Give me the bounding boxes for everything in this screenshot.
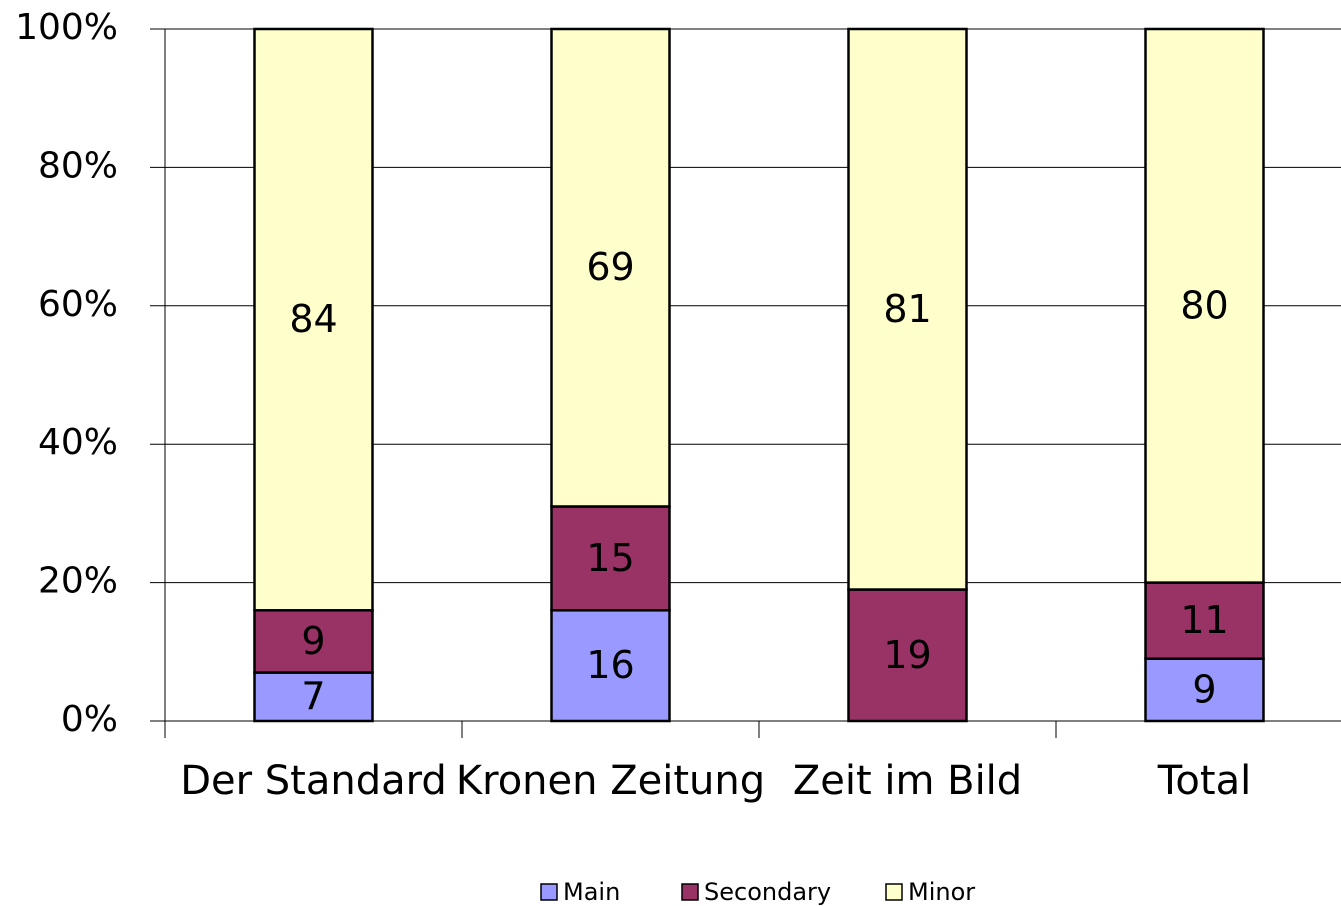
data-label: 7 [301, 674, 325, 718]
y-tick-label: 60% [38, 284, 118, 325]
y-tick-label: 40% [38, 422, 118, 463]
data-label: 19 [883, 633, 931, 677]
bar-segment [253, 671, 374, 723]
data-label: 80 [1180, 283, 1228, 327]
legend-swatch [681, 883, 699, 901]
x-tick-label: Der Standard [180, 758, 447, 804]
legend-label: Minor [908, 878, 975, 906]
bar-segment [550, 505, 671, 612]
bar-segment [1144, 581, 1265, 660]
data-label: 16 [586, 643, 634, 687]
data-label: 11 [1180, 598, 1228, 642]
bar-segment [550, 609, 671, 723]
legend-swatch [885, 883, 903, 901]
data-label: 15 [586, 536, 634, 580]
data-label: 69 [586, 245, 634, 289]
bar-segment [550, 27, 671, 508]
y-tick-label: 100% [15, 7, 118, 48]
bar-segment [253, 27, 374, 612]
data-label: 84 [289, 297, 337, 341]
bar-segment [1144, 27, 1265, 584]
y-tick-label: 20% [38, 561, 118, 602]
x-tick-label: Zeit im Bild [793, 758, 1022, 804]
bar-segment [847, 27, 968, 591]
bar-segment [253, 609, 374, 674]
x-tick-label: Total [1157, 758, 1251, 804]
y-tick-label: 80% [38, 145, 118, 186]
y-tick-label: 0% [61, 699, 118, 740]
x-tick-label: Kronen Zeitung [456, 758, 765, 804]
data-label: 9 [1192, 667, 1216, 711]
data-label: 9 [301, 619, 325, 663]
legend-swatch [540, 883, 558, 901]
legend-label: Secondary [704, 878, 831, 906]
data-label: 81 [883, 287, 931, 331]
legend-label: Main [563, 878, 620, 906]
